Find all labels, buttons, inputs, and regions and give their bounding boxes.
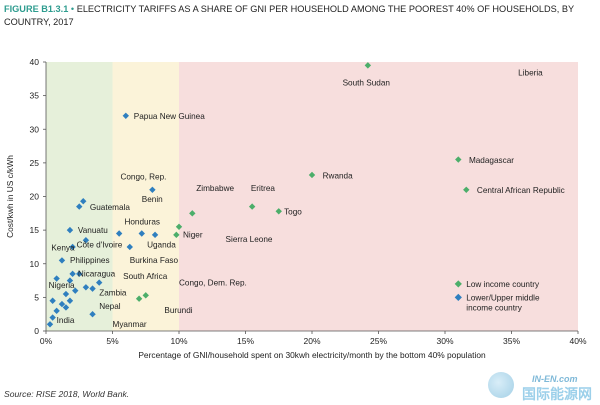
y-tick-label: 35 <box>30 91 40 101</box>
country-label: Madagascar <box>469 156 514 165</box>
watermark: IN-EN.com 国际能源网 <box>482 370 594 402</box>
country-label: Sierra Leone <box>226 235 273 244</box>
x-tick-label: 30% <box>436 336 453 346</box>
country-label: Papua New Guinea <box>134 112 205 121</box>
x-tick-label: 25% <box>370 336 387 346</box>
x-tick-label: 5% <box>106 336 119 346</box>
x-tick-label: 40% <box>569 336 586 346</box>
y-tick-label: 10 <box>30 259 40 269</box>
country-label: Philippines <box>70 256 110 265</box>
country-label: Zambia <box>99 288 127 297</box>
source-note: Source: RISE 2018, World Bank. <box>4 389 129 399</box>
country-label: Burkina Faso <box>130 256 179 265</box>
country-label: Burundi <box>164 306 192 315</box>
y-axis-label: Cost/kwh in US c/kWh <box>5 155 15 238</box>
country-label: Rwanda <box>323 171 353 180</box>
country-label: Niger <box>183 231 203 240</box>
country-label: India <box>57 316 75 325</box>
country-label: Vanuatu <box>78 226 108 235</box>
country-label: Nigeria <box>49 281 75 290</box>
country-label: Togo <box>284 208 302 217</box>
x-axis-label: Percentage of GNI/household spent on 30k… <box>138 350 486 360</box>
country-label: Guatemala <box>90 203 130 212</box>
source-text: RISE 2018, World Bank. <box>36 389 129 399</box>
country-label: Myanmar <box>113 320 147 329</box>
country-label: Honduras <box>124 218 160 227</box>
x-tick-label: 10% <box>170 336 187 346</box>
y-tick-label: 40 <box>30 57 40 67</box>
watermark-top: IN-EN.com <box>532 374 578 384</box>
country-label: Nicaragua <box>78 270 116 279</box>
y-tick-label: 15 <box>30 225 40 235</box>
country-label: South Sudan <box>343 79 391 88</box>
globe-icon <box>488 372 514 398</box>
zone-red <box>179 62 578 331</box>
y-tick-label: 30 <box>30 124 40 134</box>
y-tick-label: 25 <box>30 158 40 168</box>
x-tick-label: 15% <box>237 336 254 346</box>
country-label: Côte d'Ivoire <box>77 241 123 250</box>
x-tick-label: 0% <box>40 336 53 346</box>
country-label: Kenya <box>51 243 75 252</box>
country-label: Congo, Dem. Rep. <box>179 278 247 287</box>
y-tick-label: 20 <box>30 192 40 202</box>
y-tick-label: 0 <box>34 326 39 336</box>
country-label: Congo, Rep. <box>120 173 166 182</box>
country-label: Benin <box>142 195 163 204</box>
country-label: Uganda <box>147 241 176 250</box>
country-label: South Africa <box>123 272 168 281</box>
x-tick-label: 35% <box>503 336 520 346</box>
y-tick-label: 5 <box>34 292 39 302</box>
x-tick-label: 20% <box>303 336 320 346</box>
country-label: Eritrea <box>251 184 276 193</box>
legend-label-low: Low income country <box>466 280 540 289</box>
watermark-bottom: 国际能源网 <box>522 384 592 404</box>
country-label: Central African Republic <box>477 186 565 195</box>
source-label: Source: <box>4 389 34 399</box>
country-label: Liberia <box>518 68 543 77</box>
country-label: Nepal <box>99 302 121 311</box>
country-label: Zimbabwe <box>196 184 234 193</box>
